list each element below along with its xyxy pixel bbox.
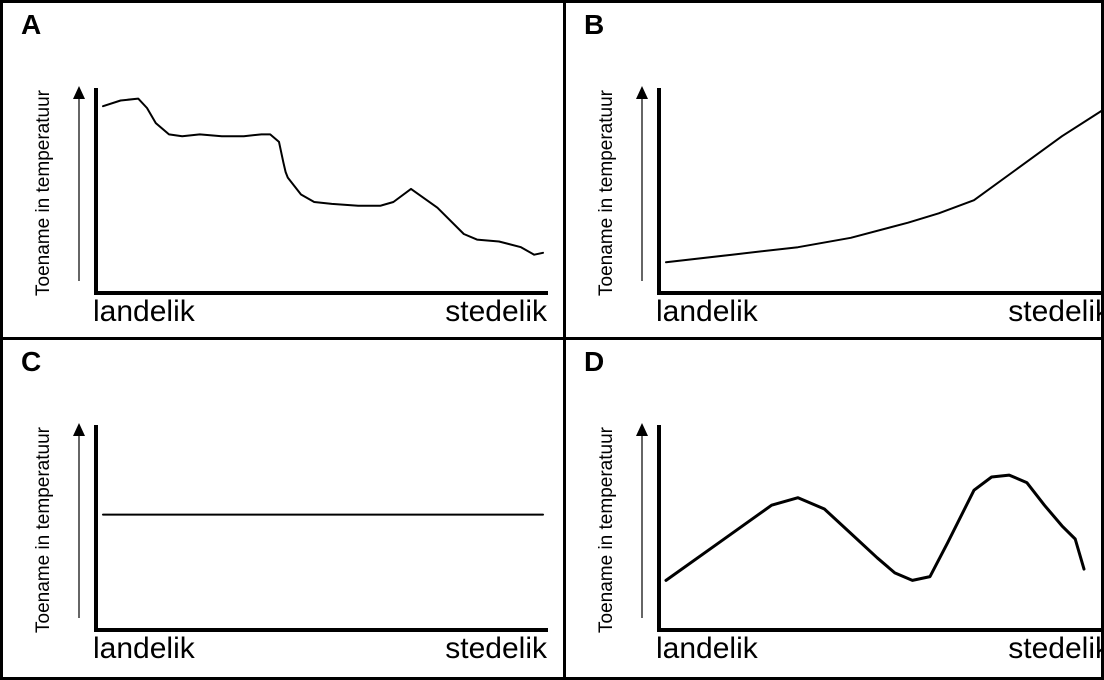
chart-a (73, 86, 548, 295)
x-axis-label-left: landelik (656, 295, 758, 328)
y-axis-label: Toename in temperatuur (596, 427, 617, 633)
panel-b: B Toename in temperatuur landelik stedel… (566, 3, 1104, 337)
y-arrow-head (73, 423, 85, 436)
horizontal-divider (0, 337, 1104, 340)
x-axis-label-right: stedelik (1008, 632, 1104, 665)
series-line (664, 473, 1086, 582)
y-axis-label: Toename in temperatuur (33, 427, 54, 633)
panel-a: A Toename in temperatuur landelik stedel… (3, 3, 553, 337)
series-line (102, 97, 544, 256)
y-arrow-head (636, 423, 648, 436)
y-arrow-head (636, 86, 648, 99)
x-axis-label-right: stedelik (445, 632, 547, 665)
chart-d (636, 423, 1104, 632)
panel-c: C Toename in temperatuur landelik stedel… (3, 340, 553, 674)
panel-letter: C (21, 346, 42, 377)
series-line (665, 108, 1104, 264)
panel-letter: D (584, 346, 605, 377)
x-axis-label-left: landelik (656, 632, 758, 665)
y-axis-label: Toename in temperatuur (596, 90, 617, 296)
panel-letter: A (21, 9, 42, 40)
y-arrow-head (73, 86, 85, 99)
x-axis-label-right: stedelik (1008, 295, 1104, 328)
x-axis-label-left: landelik (93, 295, 195, 328)
chart-b (636, 86, 1104, 295)
vertical-divider (563, 0, 566, 680)
y-axis-label: Toename in temperatuur (33, 90, 54, 296)
chart-c (73, 423, 548, 632)
x-axis-label-right: stedelik (445, 295, 547, 328)
panel-d: D Toename in temperatuur landelik stedel… (566, 340, 1104, 674)
panel-letter: B (584, 9, 605, 40)
x-axis-label-left: landelik (93, 632, 195, 665)
